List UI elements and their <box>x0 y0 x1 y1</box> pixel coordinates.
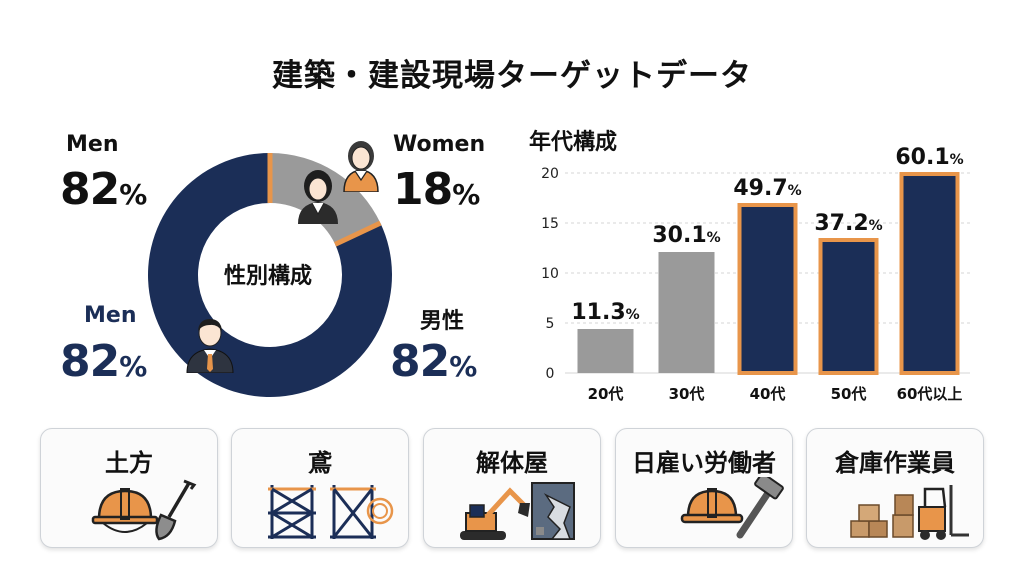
x-tick-label: 60代以上 <box>897 385 963 403</box>
x-tick-label: 50代 <box>831 385 867 403</box>
age-bar-chart: 0 5 10 15 20 20代 30代 40代 50代 60代以上 11.3% 30.1% 49.7… <box>541 145 970 403</box>
donut-center-label: 性別構成 <box>223 264 312 289</box>
forklift-icon <box>918 485 969 540</box>
bar-data-label: 11.3% <box>571 300 639 325</box>
hammer-icon <box>736 477 784 539</box>
bar-4 <box>899 172 960 375</box>
broken-wall-icon <box>531 482 575 540</box>
women-label: Women <box>393 132 486 157</box>
bar-0 <box>577 329 634 373</box>
men-bottom-label: Men <box>84 303 137 328</box>
male-jp-value: 82% <box>390 340 477 389</box>
hard-hat-icon <box>91 488 159 533</box>
card-title: 鳶 <box>308 449 332 477</box>
scaffold-rope-icon <box>330 485 394 539</box>
y-tick-label: 10 <box>541 266 559 282</box>
man-suit-avatar-icon <box>186 319 234 373</box>
male-jp-number: 82 <box>390 336 450 387</box>
bar-2 <box>737 203 798 375</box>
card-hiyatoi: 日雇い労働者 <box>615 428 793 548</box>
x-tick-label: 20代 <box>588 385 624 403</box>
bar-data-label: 37.2% <box>814 211 882 236</box>
women-unit: % <box>452 178 480 211</box>
bar-1 <box>658 252 715 373</box>
donut-slice-border <box>334 220 382 247</box>
woman-avatar-icon <box>343 141 379 192</box>
men-bottom-value: 82% <box>60 340 147 389</box>
card-icons <box>91 479 197 541</box>
y-tick-label: 15 <box>541 216 559 232</box>
card-title: 解体屋 <box>476 449 548 477</box>
women-number: 18 <box>393 164 453 215</box>
x-tick-label: 40代 <box>750 385 786 403</box>
bar-data-label: 60.1% <box>895 145 963 170</box>
page-title: 建築・建設現場ターゲットデータ <box>272 58 752 94</box>
women-value: 18% <box>393 168 480 217</box>
men-top-number: 82 <box>60 164 120 215</box>
x-tick-label: 30代 <box>669 385 705 403</box>
card-icons <box>460 482 575 540</box>
excavator-icon <box>460 487 530 540</box>
card-icons <box>850 485 969 540</box>
hard-hat-icon <box>680 488 744 524</box>
boxes-icon <box>850 494 914 538</box>
card-icons <box>268 485 394 539</box>
card-tobi: 鳶 <box>231 428 409 548</box>
card-kaitaiya: 解体屋 <box>423 428 601 548</box>
male-jp-unit: % <box>449 350 477 383</box>
bar-data-label: 30.1% <box>652 223 720 248</box>
y-tick-label: 5 <box>546 316 555 332</box>
men-bottom-number: 82 <box>60 336 120 387</box>
card-title: 日雇い労働者 <box>632 449 776 477</box>
men-top-unit: % <box>119 178 147 211</box>
age-chart-title: 年代構成 <box>529 130 618 155</box>
y-tick-label: 20 <box>541 166 559 182</box>
shovel-icon <box>155 479 197 541</box>
card-title: 倉庫作業員 <box>835 449 955 477</box>
card-doboku: 土方 <box>40 428 218 548</box>
scaffold-icon <box>268 485 316 539</box>
men-bottom-unit: % <box>119 350 147 383</box>
y-tick-label: 0 <box>546 366 555 382</box>
card-icons <box>680 477 784 539</box>
men-top-label: Men <box>66 132 119 157</box>
men-top-value: 82% <box>60 168 147 217</box>
card-souko: 倉庫作業員 <box>806 428 984 548</box>
card-title: 土方 <box>105 449 153 477</box>
bar-3 <box>818 238 879 375</box>
male-jp-label: 男性 <box>420 309 465 334</box>
bar-data-label: 49.7% <box>733 176 801 201</box>
woman-suit-avatar-icon <box>298 170 338 224</box>
